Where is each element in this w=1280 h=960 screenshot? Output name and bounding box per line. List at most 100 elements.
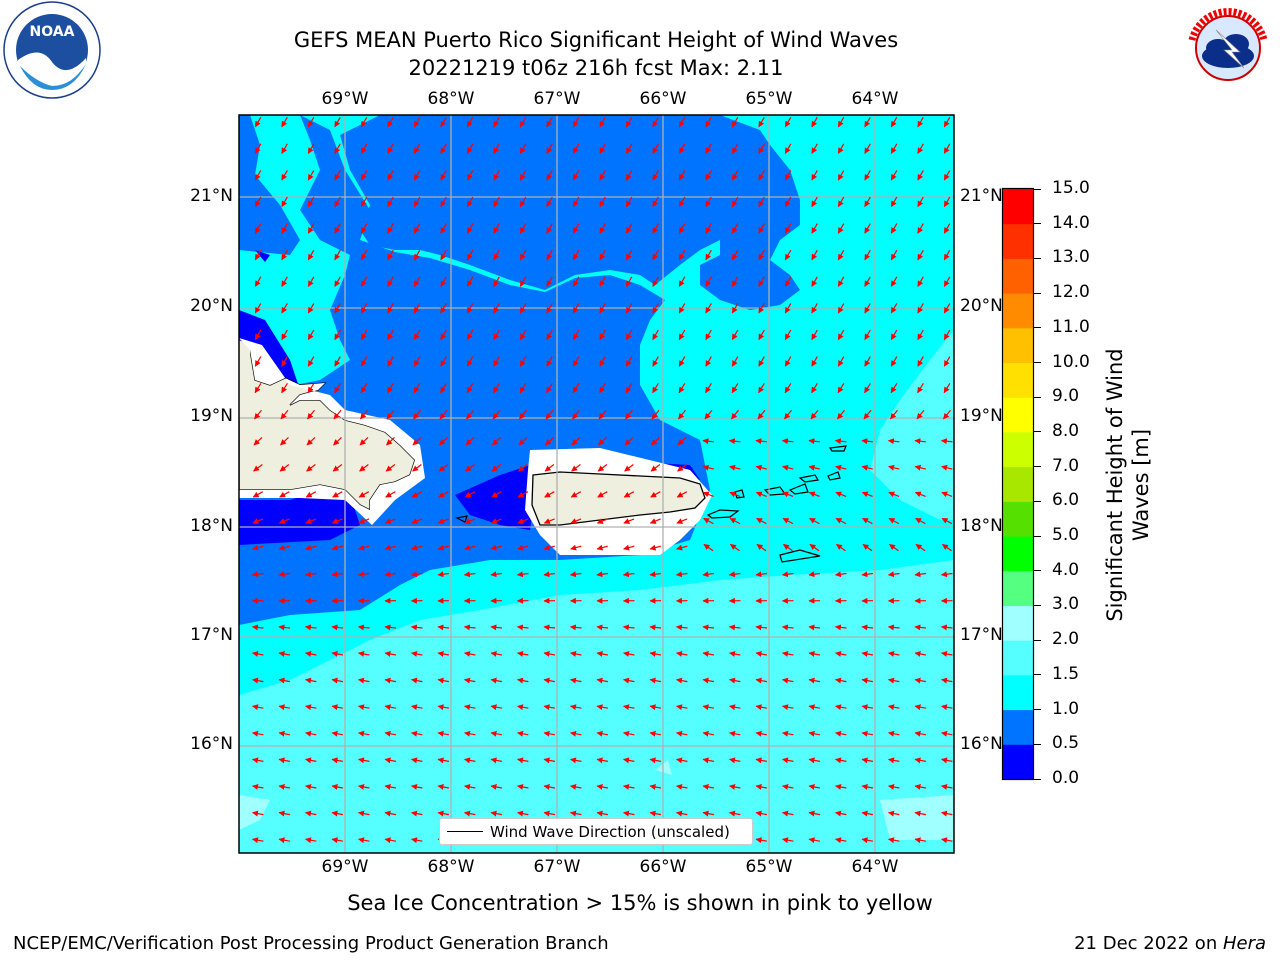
wind-wave-arrow <box>649 651 662 657</box>
wind-wave-arrow <box>835 784 847 790</box>
wind-wave-arrow <box>281 276 288 287</box>
colorbar-label-line2: Waves [m] <box>1129 428 1153 542</box>
wind-wave-arrow <box>596 571 609 578</box>
wind-wave-arrow <box>519 223 527 234</box>
wind-wave-arrow <box>625 409 633 420</box>
colorbar-tick-mark <box>1034 778 1041 780</box>
wind-wave-arrow <box>837 356 845 367</box>
wind-wave-arrow <box>890 116 898 128</box>
wind-wave-arrow <box>306 436 316 446</box>
wind-wave-arrow <box>917 196 924 208</box>
wind-wave-arrow <box>941 784 953 790</box>
colorbar <box>1001 187 1035 781</box>
wind-wave-arrow <box>334 249 341 261</box>
wind-wave-arrow <box>597 464 608 472</box>
wind-wave-arrow <box>387 196 394 208</box>
wind-wave-arrow <box>360 356 368 367</box>
islands-outlines <box>455 445 847 563</box>
wind-wave-arrow <box>384 624 397 631</box>
wind-wave-arrow <box>943 329 951 341</box>
wind-wave-arrow <box>572 303 580 314</box>
wind-wave-arrow <box>784 303 792 314</box>
wind-wave-arrow <box>360 409 368 420</box>
wind-wave-arrow <box>544 491 555 498</box>
wind-wave-arrow <box>543 518 555 524</box>
wind-wave-arrow <box>809 517 820 525</box>
colorbar-tick-label: 7.0 <box>1052 455 1080 476</box>
wind-wave-arrow <box>546 276 553 287</box>
wind-wave-arrow <box>729 704 741 711</box>
wind-wave-arrow <box>413 356 421 367</box>
wind-wave-arrow <box>437 677 450 684</box>
wind-wave-arrow <box>572 223 580 234</box>
wind-wave-arrow <box>625 303 633 314</box>
wind-wave-arrow <box>914 651 927 657</box>
sea-ice-note: Sea Ice Concentration > 15% is shown in … <box>347 891 933 915</box>
colorbar-tick-label: 8.0 <box>1052 420 1080 441</box>
wind-wave-arrow <box>702 624 715 631</box>
wind-wave-arrow <box>490 757 503 764</box>
wind-wave-arrow <box>729 757 741 764</box>
wind-wave-arrow <box>307 116 315 128</box>
wind-wave-arrow <box>811 249 818 261</box>
wind-wave-arrow <box>570 651 582 657</box>
wind-wave-arrow <box>412 464 422 472</box>
wind-wave-arrow <box>411 518 423 524</box>
wind-wave-arrow <box>385 464 396 472</box>
wind-wave-arrow <box>254 196 262 208</box>
wind-wave-arrow <box>543 784 556 790</box>
wind-wave-arrow <box>570 704 582 711</box>
wind-wave-arrow <box>943 249 951 261</box>
wind-wave-arrow <box>307 223 315 234</box>
colorbar-tick-mark <box>1034 431 1041 433</box>
wind-wave-arrow <box>493 276 500 287</box>
wind-wave-arrow <box>941 757 953 764</box>
wind-wave-arrow <box>466 223 474 234</box>
wind-wave-arrow <box>678 223 686 234</box>
wind-wave-arrow <box>678 409 686 420</box>
wind-wave-arrow <box>440 303 447 314</box>
colorbar-tick-mark <box>1034 223 1041 225</box>
wind-wave-arrow <box>411 704 423 711</box>
wind-wave-arrow <box>649 624 662 631</box>
wind-wave-arrow <box>782 837 794 844</box>
wind-wave-arrow <box>357 571 370 578</box>
wind-wave-arrow <box>251 624 264 631</box>
wind-wave-arrow <box>784 329 792 341</box>
wind-wave-arrow <box>572 409 580 420</box>
wind-wave-arrow <box>731 223 739 234</box>
wind-wave-arrow <box>517 810 529 817</box>
wind-wave-arrow <box>437 651 450 657</box>
wind-wave-arrow <box>439 436 448 446</box>
wind-wave-arrow <box>307 170 315 181</box>
wind-wave-arrow <box>440 329 447 341</box>
wind-wave-arrow <box>864 116 871 128</box>
lon-label-top: 66°W <box>639 89 687 109</box>
wind-wave-arrow <box>334 356 341 367</box>
wind-wave-arrow <box>890 303 898 314</box>
wind-wave-arrow <box>331 651 344 657</box>
wind-wave-arrow <box>412 436 422 446</box>
colorbar-tick-label: 9.0 <box>1052 386 1080 407</box>
colorbar-segment <box>1003 536 1033 572</box>
wind-wave-arrow <box>861 571 874 578</box>
wind-wave-arrow <box>278 624 291 631</box>
wind-wave-arrow <box>861 757 874 764</box>
wind-wave-arrow <box>941 810 953 817</box>
wind-wave-arrow <box>781 438 794 445</box>
wind-wave-arrow <box>254 303 262 314</box>
wind-wave-arrow <box>546 143 553 154</box>
wind-wave-arrow <box>755 810 768 817</box>
lon-label-top: 69°W <box>321 89 369 109</box>
wind-wave-arrow <box>440 249 447 261</box>
wind-wave-arrow <box>864 143 871 154</box>
lat-label-left: 16°N <box>190 734 233 754</box>
wind-wave-arrow <box>385 491 396 498</box>
lon-label-bottom: 65°W <box>745 857 793 877</box>
wind-wave-arrow <box>676 651 688 657</box>
wind-wave-arrow <box>755 651 768 657</box>
wind-wave-arrow <box>440 223 447 234</box>
colorbar-label-line1: Significant Height of Wind <box>1103 348 1127 622</box>
wind-wave-arrow <box>517 784 529 790</box>
wind-wave-arrow <box>914 677 927 684</box>
